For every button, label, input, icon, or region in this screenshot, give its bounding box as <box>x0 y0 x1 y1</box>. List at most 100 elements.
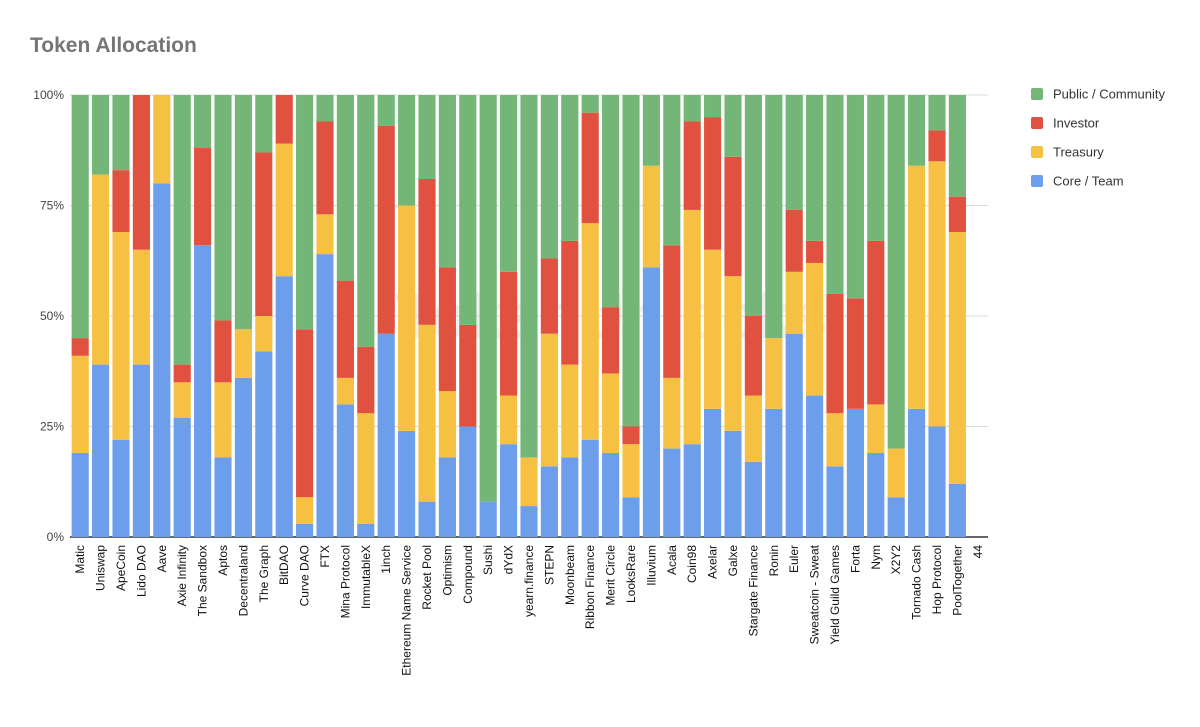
bar-segment <box>92 364 110 537</box>
bar-segment <box>438 267 456 392</box>
bar-segment <box>540 258 558 334</box>
bar-segment <box>867 240 885 405</box>
bar-segment <box>214 457 232 537</box>
bar-stack <box>581 95 599 537</box>
bar-stack <box>683 95 701 537</box>
bar-segment <box>418 501 436 537</box>
bar-segment <box>867 95 885 241</box>
x-tick-label: PoolTogether <box>950 545 964 616</box>
bar-stack <box>92 95 110 537</box>
bar-segment <box>806 262 824 396</box>
bar-segment <box>398 205 416 431</box>
bar-stack <box>173 95 191 537</box>
x-tick-label: BitDAO <box>277 545 291 585</box>
bar-segment <box>908 408 926 537</box>
bar-stack <box>642 95 660 537</box>
bar-segment <box>724 95 742 157</box>
bar-stack <box>336 95 354 537</box>
x-tick-label: Galxe <box>726 545 740 577</box>
bar-segment <box>704 95 722 118</box>
legend-swatch <box>1031 88 1043 100</box>
x-tick-label: Rocket Pool <box>420 545 434 610</box>
bar-segment <box>602 453 620 537</box>
bar-stack <box>132 95 150 537</box>
bar-stack <box>887 95 905 537</box>
bar-segment <box>459 324 477 427</box>
bar-segment <box>418 324 436 502</box>
y-tick-label: 50% <box>40 309 64 323</box>
bar-segment <box>438 457 456 537</box>
bar-stack <box>255 95 273 537</box>
bar-segment <box>806 395 824 537</box>
bar-segment <box>520 506 538 537</box>
bar-segment <box>336 404 354 537</box>
x-tick-label: Ronin <box>767 545 781 576</box>
bar-segment <box>867 453 885 537</box>
bar-segment <box>540 333 558 467</box>
bar-segment <box>744 316 762 396</box>
legend-label: Treasury <box>1053 145 1104 160</box>
bar-segment <box>744 461 762 537</box>
bar-stack <box>744 95 762 537</box>
bar-segment <box>826 466 844 537</box>
x-tick-label: Coin98 <box>685 545 699 583</box>
x-tick-label: Nym <box>869 545 883 570</box>
bar-segment <box>275 95 293 144</box>
legend-swatch <box>1031 175 1043 187</box>
bar-stack <box>500 95 518 537</box>
bar-segment <box>806 240 824 263</box>
bar-stack <box>112 95 130 537</box>
bar-segment <box>602 307 620 374</box>
bar-stack <box>663 95 681 537</box>
bar-segment <box>398 95 416 206</box>
bar-segment <box>520 457 538 507</box>
bar-segment <box>173 364 191 383</box>
bar-segment <box>561 240 579 365</box>
bar-stack <box>602 95 620 537</box>
x-tick-label: The Sandbox <box>196 545 210 616</box>
bar-segment <box>765 338 783 409</box>
bar-segment <box>173 417 191 537</box>
bar-segment <box>194 95 212 149</box>
bar-segment <box>826 413 844 467</box>
bar-segment <box>928 95 946 131</box>
x-tick-label: Acala <box>665 545 679 575</box>
bar-stack <box>704 95 722 537</box>
bar-segment <box>214 382 232 458</box>
bar-segment <box>255 152 273 316</box>
x-tick-label: 1inch <box>379 545 393 574</box>
bar-segment <box>275 143 293 277</box>
bar-segment <box>336 95 354 281</box>
bar-stack <box>520 95 538 537</box>
bar-segment <box>683 121 701 210</box>
bar-segment <box>744 95 762 316</box>
bar-segment <box>928 130 946 162</box>
bar-segment <box>500 444 518 537</box>
bar-stack <box>540 95 558 537</box>
bar-stack <box>438 95 456 537</box>
bar-segment <box>826 95 844 294</box>
bar-segment <box>867 404 885 454</box>
bars <box>71 95 966 537</box>
bar-segment <box>296 95 314 330</box>
bar-segment <box>377 333 395 537</box>
bar-segment <box>316 254 334 537</box>
bar-segment <box>214 95 232 321</box>
x-tick-label: Mina Protocol <box>338 545 352 618</box>
bar-stack <box>357 95 375 537</box>
legend-swatch <box>1031 117 1043 129</box>
x-tick-label: Sushi <box>481 545 495 575</box>
bar-segment <box>683 444 701 537</box>
bar-segment <box>724 276 742 431</box>
x-tick-label: Merit Circle <box>604 545 618 606</box>
bar-stack <box>71 95 89 537</box>
bar-stack <box>398 95 416 537</box>
bar-stack <box>316 95 334 537</box>
bar-segment <box>255 95 273 153</box>
bar-segment <box>92 174 110 365</box>
bar-segment <box>316 95 334 122</box>
bar-stack <box>275 95 293 537</box>
bar-segment <box>622 426 640 445</box>
bar-segment <box>704 408 722 537</box>
